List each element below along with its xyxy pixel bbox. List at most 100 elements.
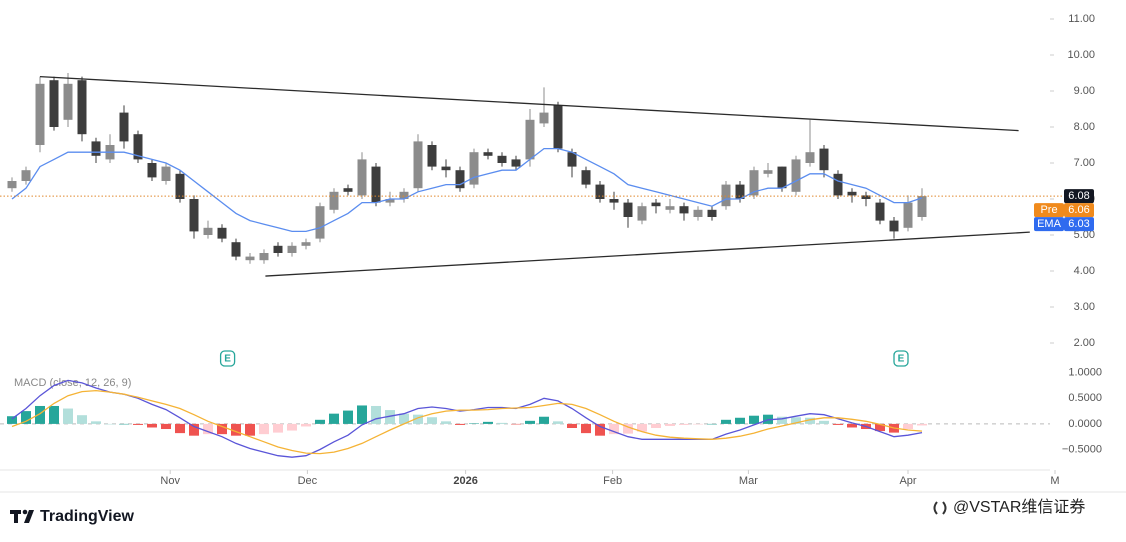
histogram-bar xyxy=(875,423,885,432)
candle-body xyxy=(819,148,829,171)
candle-body xyxy=(511,159,521,167)
candle-body xyxy=(721,184,731,207)
candle-body xyxy=(595,184,605,199)
candle-body xyxy=(483,152,493,156)
histogram-bar xyxy=(315,419,325,424)
histogram-bar xyxy=(497,422,507,424)
histogram-bar xyxy=(399,413,409,424)
candle-body xyxy=(735,184,745,199)
event-label: E xyxy=(224,354,231,365)
candle-body xyxy=(833,173,843,196)
price-label-box xyxy=(1064,217,1094,232)
candle-body xyxy=(7,181,17,189)
candle-body xyxy=(693,209,703,217)
event-label: E xyxy=(898,354,905,365)
histogram-bar xyxy=(175,423,185,434)
histogram-bar xyxy=(63,408,73,424)
histogram-bar xyxy=(721,419,731,424)
histogram-bar xyxy=(525,420,535,424)
candle-body xyxy=(763,170,773,174)
histogram-bar xyxy=(819,420,829,424)
price-label-value: 6.03 xyxy=(1068,218,1089,230)
histogram-bar xyxy=(539,416,549,424)
histogram-bar xyxy=(7,416,17,424)
histogram-bar xyxy=(217,423,227,435)
histogram-bar xyxy=(413,414,423,424)
histogram-bar xyxy=(21,411,31,424)
x-tick-label: Feb xyxy=(603,475,622,487)
histogram-bar xyxy=(455,423,465,425)
candle-body xyxy=(119,112,129,142)
candle-body xyxy=(497,155,507,163)
histogram-bar xyxy=(903,423,913,430)
histogram-bar xyxy=(343,410,353,424)
candle-body xyxy=(917,196,927,217)
histogram-bar xyxy=(511,423,521,425)
histogram-bar xyxy=(665,423,675,426)
histogram-bar xyxy=(679,423,689,425)
y-tick-label: 9.00 xyxy=(1074,85,1095,97)
candle-body xyxy=(63,83,73,120)
histogram-bar xyxy=(833,423,843,425)
candle-body xyxy=(749,170,759,196)
price-label-name: Pre xyxy=(1040,204,1057,216)
histogram-bar xyxy=(189,423,199,436)
candle-body xyxy=(189,199,199,232)
event-marker xyxy=(219,350,236,367)
candle-body xyxy=(245,256,255,261)
x-tick-label: Apr xyxy=(899,475,916,487)
y-tick-label: 7.00 xyxy=(1074,157,1095,169)
candle-body xyxy=(539,112,549,124)
histogram-bar xyxy=(147,423,157,428)
y-tick-label: 5.00 xyxy=(1074,229,1095,241)
candle-body xyxy=(385,199,395,203)
histogram-bar xyxy=(637,423,647,432)
candle-body xyxy=(665,206,675,210)
price-label-box xyxy=(1064,203,1094,218)
histogram-bar xyxy=(847,423,857,428)
y-tick-label: 10.00 xyxy=(1067,49,1095,61)
candle-body xyxy=(147,163,157,178)
candle-body xyxy=(791,159,801,192)
candle-body xyxy=(49,80,59,127)
histogram-bar xyxy=(245,423,255,436)
candle-body xyxy=(399,191,409,199)
candle-body xyxy=(343,188,353,192)
candle-body xyxy=(21,170,31,181)
candle-body xyxy=(525,119,535,160)
candle-body xyxy=(777,166,787,189)
candle-body xyxy=(637,206,647,221)
candle-body xyxy=(217,227,227,239)
x-tick-label: Dec xyxy=(298,475,318,487)
candle-body xyxy=(91,141,101,156)
watermark: @VSTAR维信证券 xyxy=(953,498,1085,516)
y-tick-label: 8.00 xyxy=(1074,121,1095,133)
candle-body xyxy=(329,191,339,210)
candle-body xyxy=(441,166,451,171)
candle-body xyxy=(273,245,283,253)
x-tick-label: Nov xyxy=(160,475,180,487)
price-label-name-box xyxy=(1034,203,1064,218)
x-tick-label: M xyxy=(1050,475,1059,487)
price-label-name: EMA xyxy=(1037,218,1062,230)
candle-body xyxy=(287,245,297,253)
candle-body xyxy=(35,83,45,145)
histogram-bar xyxy=(623,423,633,434)
histogram-bar xyxy=(287,423,297,431)
last-price-box xyxy=(1064,189,1094,204)
candle-body xyxy=(161,166,171,181)
candle-body xyxy=(301,242,311,246)
histogram-bar xyxy=(385,410,395,424)
candle-body xyxy=(203,227,213,235)
candle-body xyxy=(567,152,577,167)
y-tick-label: 1.0000 xyxy=(1068,367,1102,379)
histogram-bar xyxy=(693,423,703,425)
price-label-value: 6.06 xyxy=(1068,204,1089,216)
candle-body xyxy=(175,173,185,199)
y-tick-label: 4.00 xyxy=(1074,265,1095,277)
candle-body xyxy=(455,170,465,189)
histogram-bar xyxy=(91,421,101,424)
histogram-bar xyxy=(749,415,759,424)
